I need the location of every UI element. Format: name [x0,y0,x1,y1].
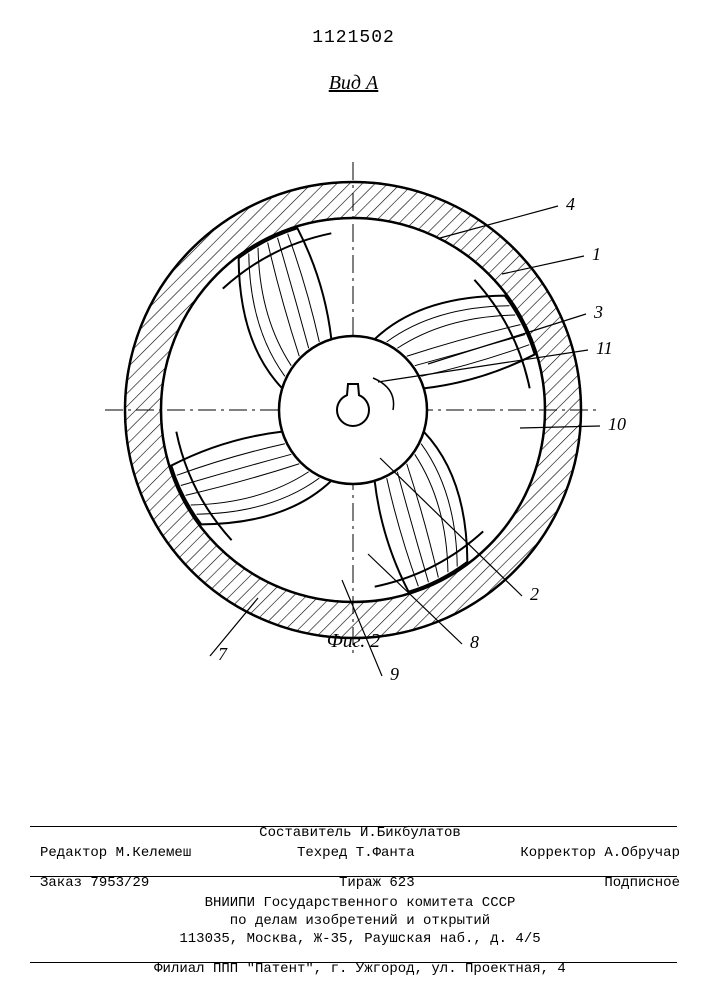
order-num: 7953/29 [90,875,149,891]
corrector-name: А.Обручар [604,845,680,861]
svg-text:11: 11 [596,338,613,358]
compiler-label: Составитель [259,825,351,841]
editor-name: М.Келемеш [116,845,192,861]
figure-caption: Фиг. 2 [0,630,707,653]
footer-roles-line: Редактор М.Келемеш Техред Т.Фанта Коррек… [40,844,667,864]
techred-label: Техред [297,845,347,861]
tirage-label: Тираж [339,875,381,891]
footer-compiler-line: Составитель И.Бикбулатов [40,824,667,844]
footer-org1: ВНИИПИ Государственного комитета СССР [40,894,667,914]
compiler-name: И.Бикбулатов [360,825,461,841]
svg-text:3: 3 [593,302,603,322]
svg-text:4: 4 [566,194,575,214]
footer-address: 113035, Москва, Ж-35, Раушская наб., д. … [40,930,667,950]
page-number: 1121502 [0,28,707,48]
subscription: Подписное [604,874,680,894]
tirage-num: 623 [389,875,414,891]
techred-name: Т.Фанта [356,845,415,861]
svg-text:2: 2 [530,584,539,604]
svg-text:9: 9 [390,664,399,684]
view-label: Вид А [0,72,707,95]
footer-org2: по делам изобретений и открытий [40,912,667,932]
svg-text:1: 1 [592,244,601,264]
editor-label: Редактор [40,845,107,861]
view-label-text: Вид А [329,72,379,94]
hub [279,336,427,484]
order-label: Заказ [40,875,82,891]
figure: 14311102897 [0,100,707,660]
footer-branch: Филиал ППП "Патент", г. Ужгород, ул. Про… [40,960,667,980]
svg-text:10: 10 [608,414,626,434]
figure-svg: 14311102897 [0,100,707,720]
corrector-label: Корректор [520,845,596,861]
footer-order-line: Заказ 7953/29 Тираж 623 Подписное [40,874,667,894]
